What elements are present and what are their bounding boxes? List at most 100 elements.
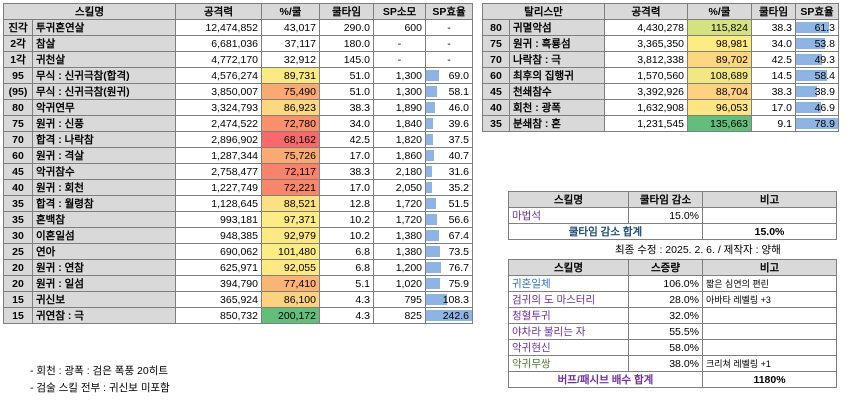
skill-level: 35 [3,195,33,212]
skill-level: 진각 [3,19,33,36]
buff-skill-name: 검귀의 도 마스터리 [508,291,629,308]
buff-multiplier-table: 스킬명 스증량 비고 귀혼일체 106.0% 짧은 심연의 편린 검귀의 도 마스터리… [508,259,837,388]
efficiency-bar [426,102,435,113]
cooldown-value: 6.8 [319,259,374,276]
attack-value: 1,128,645 [175,195,262,212]
pct-per-cd-value: 72,221 [261,179,320,196]
efficiency-bar [426,294,447,305]
efficiency-bar [796,86,817,97]
efficiency-value: 31.6 [448,165,469,178]
skill-level: 2각 [3,35,33,52]
pct-per-cd-value: 75,490 [261,83,320,100]
attack-value: 948,385 [175,227,262,244]
cooldown-value: 34.0 [319,115,374,132]
efficiency-value: 46.9 [814,101,835,114]
attack-value: 993,181 [175,211,262,228]
cd-value: 15.0% [628,207,703,224]
table-row: 검귀의 도 마스터리 28.0% 아바타 레벨링 +3 [508,291,837,308]
buff-note [702,323,837,340]
attack-value: 6,681,036 [175,35,262,52]
efficiency-bar [426,198,436,209]
efficiency-value: 242.6 [442,309,469,322]
buff-skill-name: 청혈투귀 [508,307,629,324]
talisman-name: 원귀 : 흑룡섬 [509,35,605,52]
cooldown-value: 38.3 [751,19,796,36]
efficiency-bar [796,102,821,113]
sp-efficiency-cell: 49.3 [795,51,839,68]
cooldown-value: 12.8 [319,195,374,212]
talisman-table: 탈리스만 공격력 %/쿨 쿨타임 SP효율 80 귀멸악섬 4,430,278 115… [482,3,839,132]
skill-level: (95) [3,83,33,100]
cd-sum-label: 쿨타임 감소 합계 [508,223,703,240]
table-row: 45 악귀참수 2,758,477 72,117 38.3 2,180 31.6 [3,163,473,180]
attack-value: 1,287,344 [175,147,262,164]
attack-value: 4,430,278 [604,19,688,36]
pct-per-cd-value: 86,100 [261,291,320,308]
table-row: 청혈투귀 32.0% [508,307,837,324]
efficiency-bar [426,86,438,97]
cooldown-value: 17.0 [319,179,374,196]
sp-efficiency-cell: 108.3 [425,291,473,308]
sp-cost-value: 1,890 [373,99,426,116]
talisman-name: 귀멸악섬 [509,19,605,36]
skill-level: 25 [3,243,33,260]
skill-name: 이혼일섬 [32,227,176,244]
skill-level: 75 [3,115,33,132]
header-cooldown: 쿨타임 [751,3,796,20]
last-updated-note: 최종 수정 : 2025. 2. 6. / 제작자 : 양해 [615,244,781,256]
table-row: 진각 투귀혼연살 12,474,852 43,017 290.0 600- [3,19,473,36]
header-skill-name: 스킬명 [508,191,629,208]
table-row: 80 귀멸악섬 4,430,278 115,824 38.3 61.3 [482,19,839,36]
buff-value: 38.0% [628,355,703,372]
attack-value: 4,576,274 [175,67,262,84]
sp-efficiency-cell: 40.7 [425,147,473,164]
skill-level: 35 [3,211,33,228]
attack-value: 3,365,350 [604,35,688,52]
pct-per-cd-value: 86,923 [261,99,320,116]
table-row: 35 합격 : 월령참 1,128,645 88,521 12.8 1,720 51.5 [3,195,473,212]
efficiency-bar [426,182,433,193]
efficiency-value: 35.2 [448,181,469,194]
sp-efficiency-cell: 242.6 [425,307,473,324]
pct-per-cd-value: 68,162 [261,131,320,148]
efficiency-value: 61.3 [814,21,835,34]
sp-efficiency-cell: 58.1 [425,83,473,100]
efficiency-value: 51.5 [448,197,469,210]
attack-value: 625,971 [175,259,262,276]
sp-efficiency-cell: 69.0 [425,67,473,84]
buff-value: 106.0% [628,275,703,292]
pct-per-cd-value: 97,371 [261,211,320,228]
footnote-1: - 회천 : 광폭 : 검은 폭풍 20히트 [30,365,169,377]
pct-per-cd-value: 37,117 [261,35,320,52]
buff-skill-name: 귀혼일체 [508,275,629,292]
talisman-name: 회천 : 광폭 [509,99,605,116]
pct-per-cd-value: 72,780 [261,115,320,132]
attack-value: 850,732 [175,307,262,324]
table-row: 35 분쇄참 : 혼 1,231,545 135,663 9.1 78.9 [482,115,839,132]
pct-per-cd-value: 115,824 [687,19,752,36]
cooldown-value: 38.3 [319,163,374,180]
talisman-level: 60 [482,67,510,84]
cooldown-value: 10.2 [319,211,374,228]
efficiency-value: 53.8 [814,37,835,50]
attack-value: 3,392,926 [604,83,688,100]
sp-efficiency-cell: 46.0 [425,99,473,116]
efficiency-value: 38.9 [814,85,835,98]
sp-cost-value: 1,200 [373,259,426,276]
header-sp-cost: SP소모 [373,3,426,20]
cd-note [702,207,837,224]
efficiency-bar [796,38,825,49]
table-row: 1각 귀천살 4,772,170 32,912 145.0- - [3,51,473,68]
efficiency-bar [796,22,829,33]
buff-note [702,307,837,324]
skill-level: 95 [3,67,33,84]
attack-value: 4,772,170 [175,51,262,68]
table-row: 45 천쇄참수 3,392,926 88,704 38.3 38.9 [482,83,839,100]
skill-level: 15 [3,307,33,324]
attack-value: 690,062 [175,243,262,260]
sp-efficiency-cell: 75.9 [425,275,473,292]
buff-skill-name: 야차라 불리는 자 [508,323,629,340]
sp-efficiency-cell: 39.6 [425,115,473,132]
efficiency-bar [426,246,440,257]
table-row: 악귀현신 58.0% [508,339,837,356]
